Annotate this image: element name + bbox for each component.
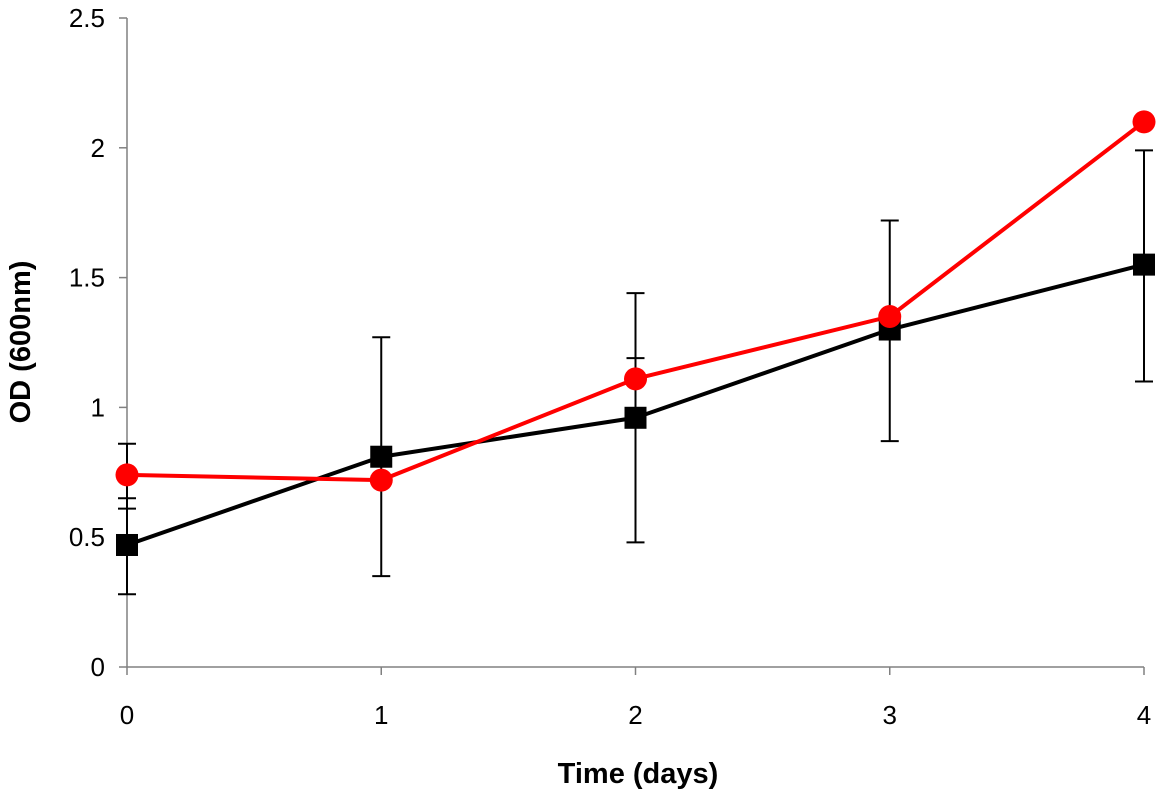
series-2-point xyxy=(624,367,647,391)
y-tick-label: 0.5 xyxy=(69,522,105,552)
y-tick-label: 0 xyxy=(91,652,105,682)
y-ticks: 0 0.5 1 1.5 2 2.5 xyxy=(69,3,127,682)
y-tick-label: 1.5 xyxy=(69,263,105,293)
x-tick-label: 0 xyxy=(120,700,134,730)
x-tick-label: 3 xyxy=(883,700,897,730)
y-tick-label: 1 xyxy=(91,392,105,422)
x-tick-label: 1 xyxy=(374,700,388,730)
x-tick-label: 4 xyxy=(1137,700,1151,730)
x-ticks: 0 1 2 3 4 xyxy=(120,667,1151,730)
series-2-point xyxy=(878,305,902,329)
series-1-point xyxy=(116,533,138,556)
x-tick-label: 2 xyxy=(628,700,642,730)
series-1-point xyxy=(370,445,393,468)
y-axis-title: OD (600nm) xyxy=(5,261,37,424)
x-axis-title: Time (days) xyxy=(558,758,719,790)
series-markers xyxy=(115,110,1156,556)
series-2-point xyxy=(1132,110,1156,134)
error-bars xyxy=(118,149,1153,596)
y-tick-label: 2.5 xyxy=(69,3,105,33)
series-1-point xyxy=(1133,253,1155,276)
series-2-point xyxy=(115,463,139,487)
series-1-point xyxy=(624,406,647,429)
series-2-point xyxy=(369,468,393,492)
y-tick-label: 2 xyxy=(91,133,105,163)
